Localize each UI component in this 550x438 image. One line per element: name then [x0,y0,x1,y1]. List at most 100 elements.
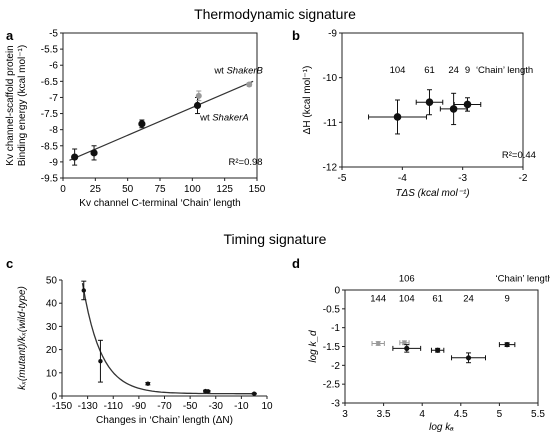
chart-c-y-axis-label: kₓ(mutant)/kₓ(wild-type) [17,286,28,390]
chart-d-x-axis-label: log kₐ [429,422,454,433]
chart-d-x-tick-label: 5.5 [531,409,545,420]
panel-label-b: b [292,28,300,43]
chart-a-y-tick-label: -5 [49,29,58,40]
chart-a-annotation-0: wt ShakerB [213,65,263,76]
chart-c-fit-curve [81,282,257,395]
chart-d-chain-label-1: 104 [399,293,415,304]
chart-c: -150 -130 -110 -90 -70 -50 -30 -10 10 0 10 20 30 40 50… [17,276,273,427]
chart-a-x-tick-label: 100 [184,184,201,195]
chart-b-x-tick-label: -2 [519,173,528,184]
chart-a-y-tick-label: -9 [49,157,58,168]
chart-d-x-tick-label: 3 [342,409,348,420]
chart-d-chain-legend: ‘Chain’ length [496,274,550,285]
chart-c-x-tick-label: -30 [209,401,224,412]
bottom-section-title: Timing signature [224,231,327,247]
panel-label-d: d [292,256,300,271]
chart-a-y-tick-label: -9.5 [41,174,59,185]
chart-b-point [463,100,472,109]
chart-a-annotation-2: R²=0.98 [229,157,263,168]
chart-d-x-tick-label: 4 [419,409,425,420]
chart-c-x-tick-label: 10 [261,401,273,412]
chart-d-chain-label-3: 24 [463,293,474,304]
panel-label-c: c [6,256,13,271]
chart-a-s1-point [246,81,253,88]
chart-a-x-tick-label: 50 [122,184,134,195]
chart-d-x-tick-label: 4.5 [454,409,468,420]
chart-a-y-tick-label: -7.5 [41,109,59,120]
chart-c-y-tick-label: 30 [46,322,58,333]
chart-d-black-point [435,347,441,353]
chart-c-point [251,391,257,396]
chart-b-y-tick-label: -9 [328,29,337,40]
chart-c-y-tick-label: 10 [46,368,58,379]
chart-d: 3 3.5 4 4.5 5 5.5 0 -0.5 -1 -1.5 -2 -2.5 -3 log kₐ log… [308,274,550,433]
chart-c-x-tick-label: -10 [234,401,249,412]
chart-a-y-axis-label-line2: Binding energy (kcal mol⁻¹) [17,45,28,166]
chart-a-y-tick-label: -8.5 [41,141,59,152]
chart-c-point [205,389,211,394]
chart-a-y-tick-label: -8 [49,125,58,136]
chart-b-chain-legend: ‘Chain’ length [476,65,533,76]
chart-b-y-tick-label: -12 [323,163,338,174]
chart-c-x-tick-label: -150 [52,401,72,412]
top-section-title: Thermodynamic signature [194,6,356,22]
chart-a-s0-point [71,153,79,161]
chart-c-y-tick-label: 40 [46,299,58,310]
chart-b-x-axis-label: TΔS (kcal mol⁻¹) [395,188,469,199]
chart-b-x-tick-label: -4 [398,173,407,184]
chart-a-y-tick-label: -6 [49,61,58,72]
chart-a-x-tick-label: 75 [154,184,166,195]
panel-label-a: a [6,28,14,43]
chart-b-y-axis-label: ΔH (kcal mol⁻¹) [302,66,313,135]
chart-a-s0-point [138,120,146,128]
chart-b-x-tick-label: -5 [338,173,347,184]
chart-d-black-point [465,355,472,361]
chart-d-chain-label-2: 61 [432,293,443,304]
chart-a-y-axis-label-line1: Kv channel-scaffold protein [5,45,16,165]
chart-d-x-tick-label: 5 [497,409,503,420]
chart-c-x-axis-label: Changes in ‘Chain’ length (ΔN) [96,415,233,426]
chart-b-chain-label-3: 9 [465,65,470,76]
chart-c-x-tick-label: -70 [157,401,172,412]
chart-d-y-axis-label: log k_d [308,330,319,363]
chart-c-point [145,381,151,386]
chart-d-chain-label-4: 9 [504,293,509,304]
chart-d-grey-point [375,341,381,346]
chart-c-y-tick-label: 50 [46,276,58,287]
chart-a-x-tick-label: 25 [90,184,102,195]
chart-d-chain-label-extra: 106 [399,274,415,285]
chart-c-x-tick-label: -130 [78,401,98,412]
chart-d-y-tick-label: -2.5 [323,380,341,391]
chart-a-y-tick-label: -7 [49,93,58,104]
chart-c-y-tick-label: 0 [51,392,57,403]
chart-d-grey-point [402,340,407,346]
chart-d-y-tick-label: 0 [334,286,340,297]
chart-a-s0-point [193,101,202,110]
chart-d-x-tick-label: 3.5 [377,409,391,420]
chart-d-chain-label-0: 144 [370,293,386,304]
chart-d-y-tick-label: -1.5 [323,342,341,353]
chart-a-y-tick-label: -6.5 [41,77,59,88]
chart-a-x-tick-label: 0 [60,184,66,195]
chart-d-y-tick-label: -0.5 [323,304,341,315]
chart-b-y-tick-label: -11 [323,118,337,129]
chart-b-x-tick-label: -3 [458,173,467,184]
chart-d-y-tick-label: -3 [331,399,340,410]
chart-a-fit-line [69,80,254,161]
chart-a-x-tick-label: 150 [249,184,266,195]
chart-c-point [81,288,86,293]
chart-d-y-tick-label: -1 [331,323,340,334]
chart-a-y-tick-label: -5.5 [41,45,59,56]
chart-a: 0 25 50 75 100 125 150 -5 -5.5 -6 -6.5 -7 -7.5 -8 -8.5… [5,29,266,210]
chart-c-x-tick-label: -50 [183,401,198,412]
chart-b-annotation-0: R²=0.44 [502,150,536,161]
chart-b-point [393,113,402,121]
chart-a-s0-point [90,149,98,157]
chart-b: -5 -4 -3 -2 -9 -10 -11 -12 TΔS (kcal mol⁻¹) ΔH (k… [302,29,536,200]
chart-c-x-tick-label: -90 [132,401,147,412]
chart-b-y-tick-label: -10 [323,73,338,84]
chart-b-point [425,98,434,107]
chart-b-chain-label-1: 61 [424,65,435,76]
chart-a-x-tick-label: 125 [216,184,233,195]
